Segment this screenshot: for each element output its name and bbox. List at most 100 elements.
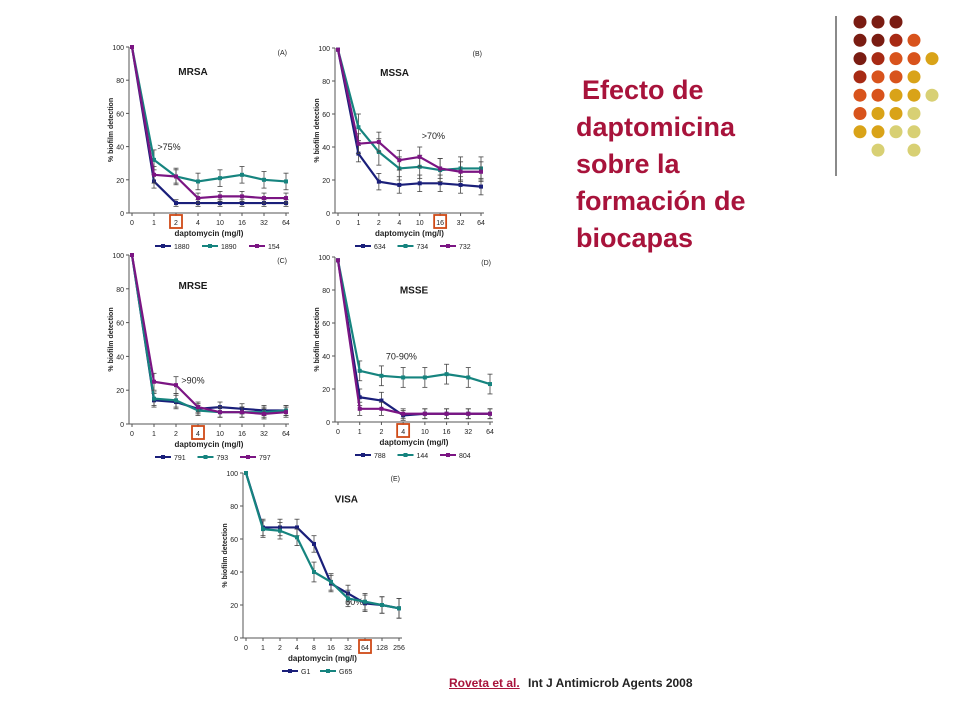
legend-label: 804 — [459, 453, 471, 460]
y-tick-label: 0 — [120, 211, 124, 218]
citation-journal: Int J Antimicrob Agents 2008 — [528, 676, 693, 690]
slide-title: Efecto de daptomicina sobre la formación… — [576, 72, 806, 257]
data-point-G65 — [380, 603, 384, 607]
legend-label: 1880 — [174, 244, 190, 251]
data-point-797 — [152, 379, 156, 384]
x-tick-label: 4 — [196, 431, 200, 438]
data-point-804 — [357, 406, 362, 411]
highlight-box — [433, 214, 448, 229]
legend-marker — [246, 455, 250, 459]
data-point-634 — [417, 181, 422, 186]
decorative-dot — [907, 125, 921, 139]
y-axis-label: % biofilm detection — [108, 98, 115, 162]
x-tick-label: 1 — [358, 429, 362, 436]
data-point-804 — [488, 411, 492, 416]
series-line-791 — [130, 254, 286, 412]
decorative-dot — [907, 107, 921, 120]
citation-authors: Roveta et al. — [449, 676, 520, 690]
panel-letter: (E) — [391, 476, 400, 483]
decorative-dot — [925, 88, 939, 102]
y-axis-label: % biofilm detection — [108, 307, 115, 371]
legend-marker — [255, 244, 259, 248]
panel-letter: (A) — [278, 50, 287, 57]
legend-marker — [446, 453, 450, 457]
x-tick-label: 0 — [336, 429, 340, 436]
y-tick-label: 80 — [322, 79, 330, 86]
y-tick-label: 40 — [322, 354, 330, 361]
x-tick-label: 4 — [401, 429, 405, 436]
data-point-732 — [458, 169, 463, 174]
data-point-G1 — [295, 525, 299, 530]
legend-label: 791 — [174, 455, 186, 462]
data-point-154 — [240, 194, 244, 199]
decorative-dot — [889, 52, 903, 66]
series-line-797 — [130, 254, 287, 415]
data-point-144 — [466, 375, 471, 380]
y-axis-label: % biofilm detection — [314, 307, 321, 371]
organism-label: VISA — [335, 495, 358, 506]
x-tick-label: 1 — [152, 431, 156, 438]
data-point-154 — [218, 194, 222, 199]
data-point-G65 — [397, 606, 401, 611]
chart-panel-d: 0 20 40 60 80 100 0 1 2 4 10 16 32 64 daptomycin (mg/l… — [300, 246, 515, 468]
data-point-797 — [196, 405, 200, 410]
data-point-797 — [240, 410, 244, 415]
decorative-dot — [871, 125, 885, 139]
decorative-dot — [889, 15, 903, 29]
data-point-G65 — [278, 528, 282, 533]
x-tick-label: 0 — [130, 431, 134, 438]
decorative-dot — [853, 70, 867, 84]
x-axis-label: daptomycin (mg/l) — [175, 229, 244, 238]
legend-marker — [203, 455, 208, 459]
data-point-793 — [152, 396, 156, 401]
data-point-634 — [376, 179, 381, 184]
panel-letter: (B) — [473, 51, 482, 58]
x-tick-label: 32 — [464, 429, 472, 436]
x-tick-label: 64 — [486, 429, 494, 436]
decorative-dot — [889, 125, 903, 139]
x-axis-label: daptomycin (mg/l) — [380, 438, 449, 447]
y-tick-label: 20 — [116, 178, 124, 185]
x-tick-label: 32 — [260, 431, 268, 438]
y-tick-label: 20 — [230, 603, 238, 610]
chart-svg-e: 0 20 40 60 80 100 0 1 2 4 8 16 32 64 128 256 daptomycin … — [222, 471, 405, 676]
x-tick-label: 16 — [443, 429, 451, 436]
decorative-dot-grid — [853, 15, 939, 157]
data-point-G65 — [312, 570, 316, 574]
data-point-797 — [218, 410, 222, 415]
data-point-797 — [262, 411, 266, 416]
series-line-793 — [130, 254, 287, 414]
decorative-dot — [871, 88, 885, 102]
data-point-G65 — [363, 599, 367, 604]
chart-svg-a: 0 20 40 60 80 100 0 1 2 4 10 16 32 64 daptomycin (mg/l… — [108, 45, 290, 251]
legend-marker — [403, 453, 408, 457]
y-tick-label: 0 — [326, 211, 330, 218]
decorative-dot — [871, 15, 885, 29]
y-tick-label: 40 — [116, 145, 124, 152]
y-tick-label: 0 — [120, 422, 124, 429]
title-line-2: daptomicina — [576, 112, 736, 142]
data-point-804 — [336, 258, 340, 263]
chart-panel-c: 0 20 40 60 80 100 0 1 2 4 10 16 32 64 daptomycin (mg/l… — [95, 244, 310, 462]
panel-letter: (C) — [277, 258, 287, 265]
series-line-804 — [336, 260, 490, 415]
data-point-788 — [357, 395, 362, 400]
organism-label: MRSE — [179, 281, 208, 292]
legend-label: G65 — [339, 669, 352, 676]
decorative-dot — [853, 107, 867, 120]
data-point-732 — [397, 158, 402, 163]
data-point-634 — [397, 182, 402, 187]
series-line-1880 — [130, 46, 286, 205]
legend-marker — [361, 453, 365, 457]
decorative-dot — [853, 52, 867, 66]
data-point-788 — [379, 398, 384, 403]
title-line-4: formación de — [576, 186, 746, 216]
data-point-732 — [356, 141, 361, 146]
legend-label: G1 — [301, 669, 310, 676]
citation: Roveta et al. Int J Antimicrob Agents 20… — [449, 676, 693, 690]
y-tick-label: 100 — [226, 471, 238, 478]
data-point-144 — [379, 373, 384, 378]
series-line-144 — [336, 260, 491, 386]
data-point-797 — [284, 410, 288, 415]
x-tick-label: 32 — [260, 220, 268, 227]
